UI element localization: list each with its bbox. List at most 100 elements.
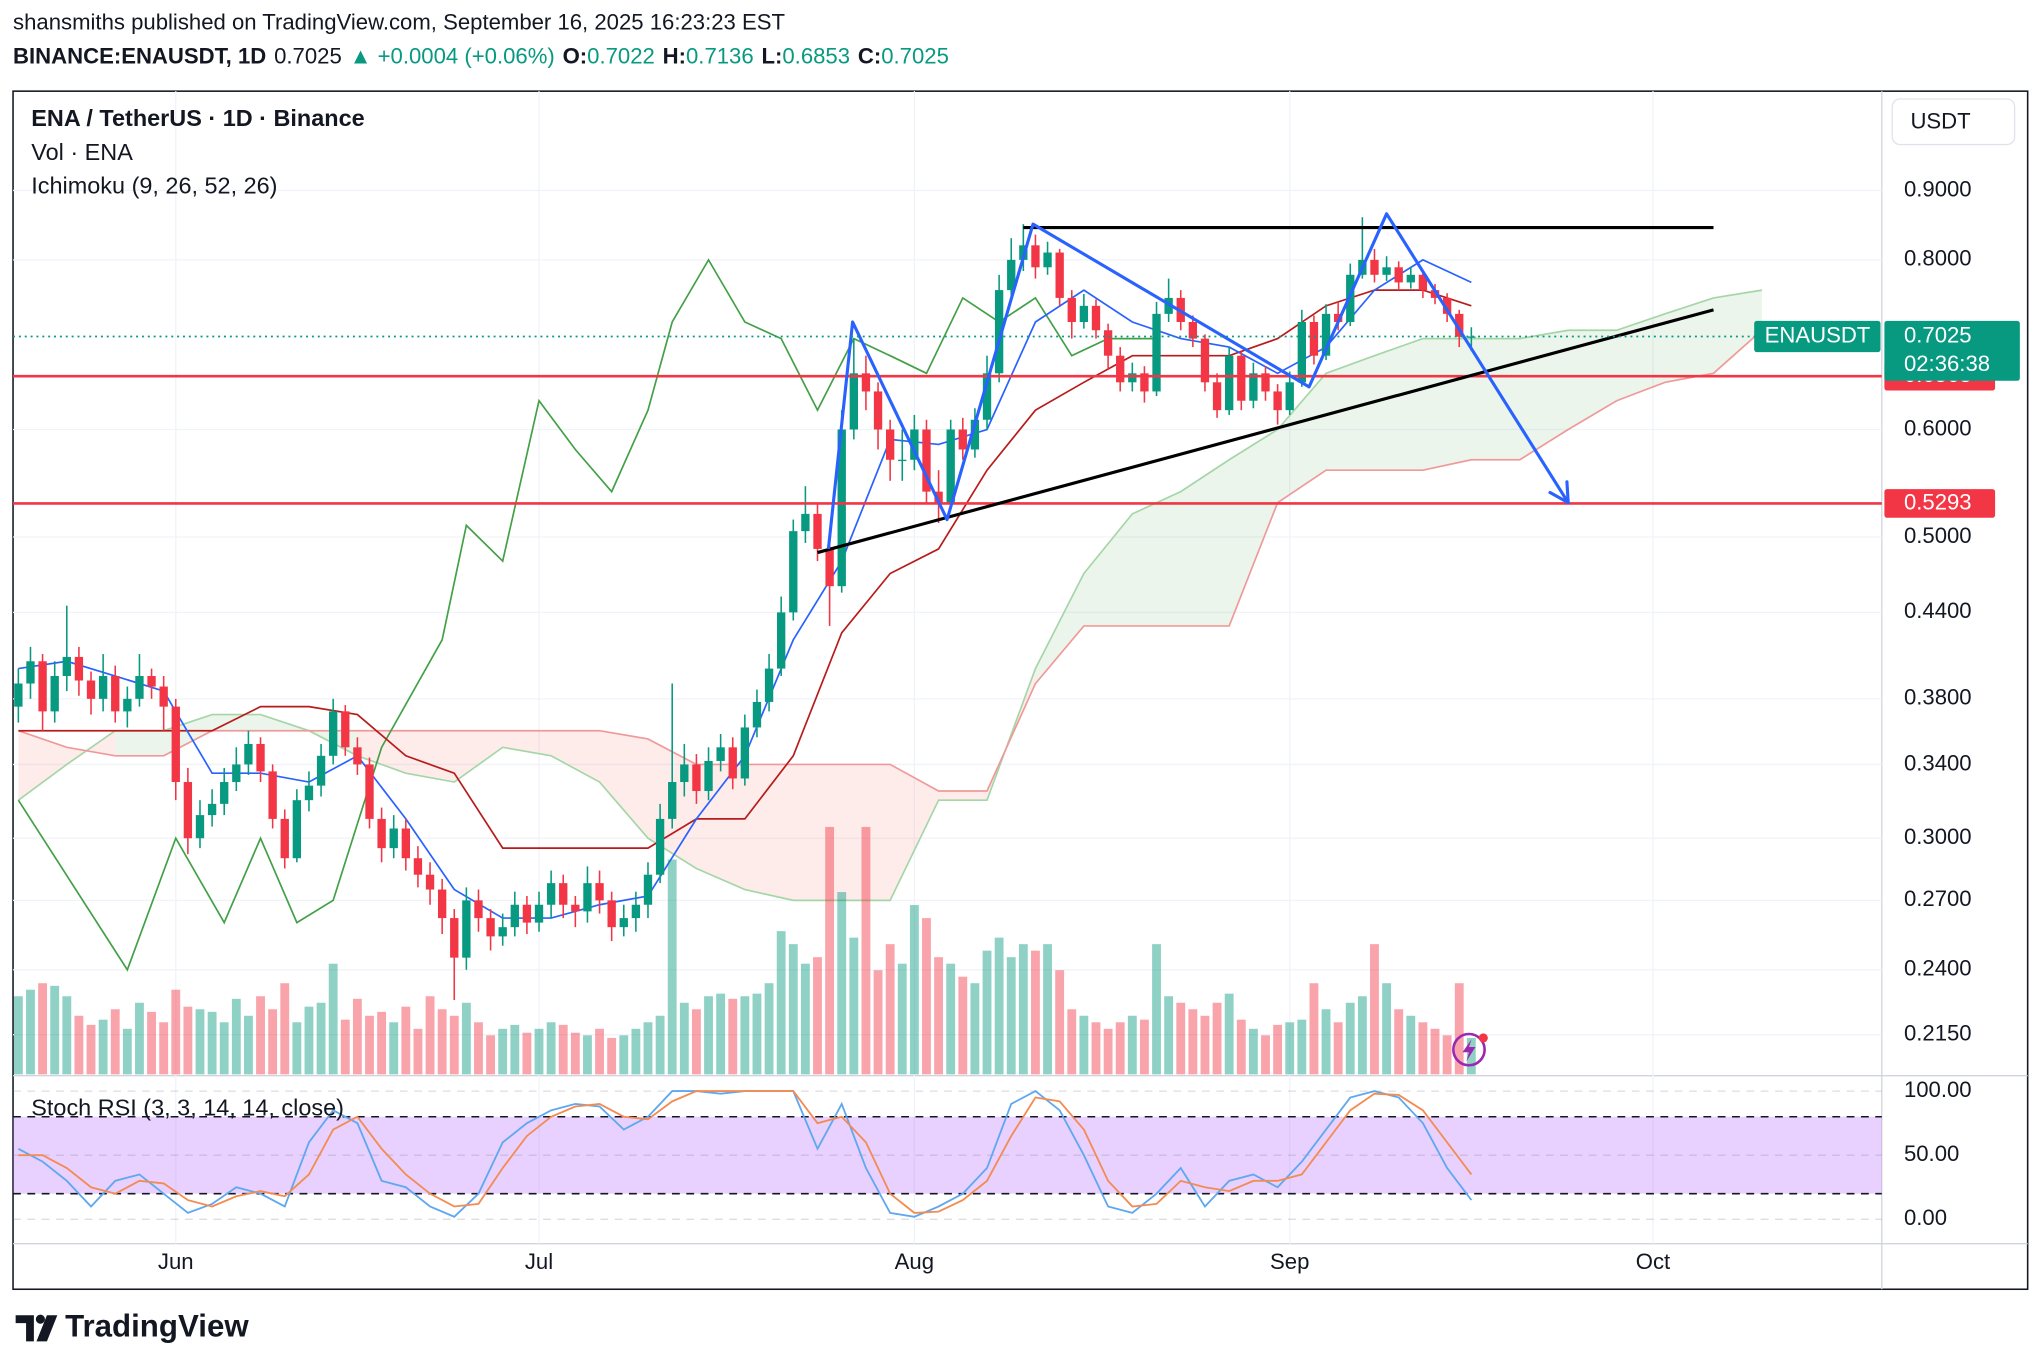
ichimoku-cloud <box>841 764 891 901</box>
volume-bar <box>764 983 774 1075</box>
volume-bar <box>1236 1019 1246 1075</box>
currency-label: USDT <box>1910 108 1970 133</box>
volume-bar <box>486 1035 496 1075</box>
candle-body <box>655 818 665 875</box>
volume-bar <box>231 998 241 1075</box>
candle-body <box>789 531 798 613</box>
candle-body <box>764 668 774 702</box>
ichimoku-cloud <box>1180 459 1230 626</box>
candle-body <box>510 904 519 928</box>
volume-bar <box>631 1028 641 1075</box>
candle-body <box>183 782 193 839</box>
volume-bar <box>1430 1028 1440 1075</box>
candle-body <box>1128 373 1137 383</box>
candle-body <box>777 612 786 669</box>
candle-body <box>583 883 592 912</box>
candle-body <box>813 513 822 549</box>
candle-body <box>934 491 943 503</box>
volume-bar <box>449 1015 459 1075</box>
candle-body <box>304 785 314 801</box>
candle-body <box>1406 274 1415 283</box>
volume-bar <box>776 931 786 1075</box>
candle-body <box>1079 305 1089 322</box>
ichimoku-cloud <box>1374 338 1423 471</box>
candle-body <box>14 683 23 707</box>
candle-body <box>413 858 423 875</box>
volume-bar <box>268 1009 278 1075</box>
candle-body <box>159 686 168 707</box>
x-tick-label: Oct <box>1636 1249 1670 1274</box>
volume-bar <box>1139 1019 1149 1075</box>
volume-bar <box>546 1022 556 1075</box>
volume-bar <box>1321 1009 1331 1075</box>
y-tick-label: 0.2700 <box>1904 886 1972 911</box>
ichimoku-cloud <box>551 730 600 783</box>
x-tick-label: Jul <box>525 1249 553 1274</box>
volume-bar <box>243 1015 253 1075</box>
candle-body <box>425 874 435 890</box>
volume-bar <box>1418 1022 1428 1075</box>
volume-bar <box>171 989 181 1075</box>
volume-bar <box>922 918 931 1075</box>
candle-body <box>1212 382 1222 411</box>
candle-body <box>752 701 762 728</box>
candle-body <box>280 818 289 859</box>
volume-bar <box>837 892 847 1075</box>
y-tick-label: 0.3400 <box>1904 750 1972 775</box>
volume-bar <box>159 1022 169 1075</box>
candle-body <box>389 828 398 849</box>
volume-bar <box>716 993 726 1075</box>
candle-body <box>1285 382 1294 411</box>
icon-bolt <box>1462 1039 1476 1062</box>
candle-body <box>910 429 919 460</box>
chart-title: ENA / TetherUS · 1D · Binance <box>31 105 364 131</box>
volume-bar <box>1406 1015 1416 1075</box>
volume-bar <box>340 1019 350 1075</box>
volume-bar <box>934 957 944 1075</box>
candle-body <box>135 676 144 699</box>
volume-bar <box>1152 944 1161 1075</box>
logo: TradingView <box>15 1309 249 1344</box>
volume-bar <box>110 1009 120 1075</box>
candle-body <box>1225 355 1234 411</box>
volume-bar <box>207 1011 217 1075</box>
candle-body <box>1467 336 1476 338</box>
candle-body <box>1164 297 1173 314</box>
volume-bar <box>62 996 72 1075</box>
arrow-head <box>1548 490 1570 505</box>
candle-body <box>1103 330 1113 356</box>
volume-bar <box>583 1035 592 1075</box>
y-tick-label: 0.00 <box>1904 1205 1947 1230</box>
indicator-label: Stoch RSI (3, 3, 14, 14, close) <box>31 1095 344 1121</box>
candle-body <box>1370 259 1379 275</box>
volume-bar <box>643 1022 653 1075</box>
candle-body <box>837 429 846 587</box>
candle-body <box>970 419 980 450</box>
volume-bar <box>570 1032 580 1075</box>
volume-bar <box>413 1028 423 1075</box>
volume-bar <box>1200 1015 1210 1075</box>
volume-bar <box>377 1011 387 1075</box>
ichimoku-cloud <box>18 730 67 801</box>
price-label: 0.7025 <box>1904 322 1972 347</box>
icon-ring <box>1452 1032 1486 1067</box>
ohlc-key: H: <box>663 43 686 68</box>
volume-bar <box>1466 1037 1476 1075</box>
volume-bar <box>897 963 907 1075</box>
y-tick-label: 0.6000 <box>1904 415 1972 440</box>
ohlc-value: 0.6853 <box>782 43 850 68</box>
ichimoku-cloud <box>1568 330 1617 430</box>
volume-bar <box>1309 983 1319 1075</box>
volume-bar <box>825 826 835 1075</box>
candle-body <box>365 764 374 819</box>
volume-bar <box>292 1022 302 1075</box>
candle-body <box>207 803 217 816</box>
candle-body <box>147 676 156 687</box>
candle-body <box>292 800 302 859</box>
volume-bar <box>498 1028 508 1075</box>
ichimoku-cloud <box>1616 313 1666 401</box>
ichimoku-cloud <box>938 791 988 801</box>
volume-bar <box>1261 1035 1270 1075</box>
y-tick-label: 0.4400 <box>1904 598 1972 623</box>
